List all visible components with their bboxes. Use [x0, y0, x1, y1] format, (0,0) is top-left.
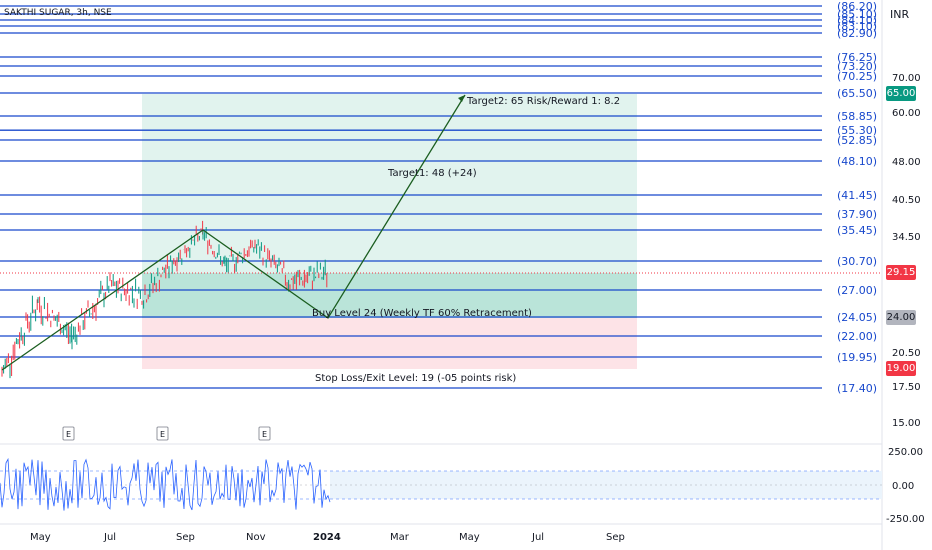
open-profit-zone: [142, 273, 637, 318]
pattern-arrowhead: [458, 95, 465, 102]
target1-label: Target1: 48 (+24): [387, 168, 477, 179]
price-tick: 70.00: [892, 73, 921, 84]
earnings-marker-icon[interactable]: [62, 426, 75, 441]
candle-series: [1, 220, 328, 379]
oscillator-series: [0, 457, 331, 511]
level-line-label: (70.25): [837, 70, 877, 83]
time-tick: 2024: [313, 532, 341, 543]
target-price-tag: 65.00: [886, 86, 916, 101]
oscillator-tick: 0.00: [892, 481, 914, 492]
level-line-label: (35.45): [837, 224, 877, 237]
level-line-label: (55.30): [837, 124, 877, 137]
level-line-label: (58.85): [837, 110, 877, 123]
time-tick: Jul: [531, 532, 544, 543]
price-tick: 17.50: [892, 382, 921, 393]
level-line-label: (86.20): [837, 0, 877, 13]
price-tick: 48.00: [892, 157, 921, 168]
level-line-label: (22.00): [837, 330, 877, 343]
earnings-marker-label: E: [262, 430, 267, 439]
time-tick: Mar: [390, 532, 410, 543]
buy-level-label: Buy Level 24 (Weekly TF 60% Retracement): [312, 308, 532, 319]
level-lines: (86.20)(85.10)(84.10)(83.10)(82.90) (76.2…: [0, 0, 877, 395]
level-line-label: (37.90): [837, 208, 877, 221]
time-tick: Jul: [103, 532, 116, 543]
pattern-path[interactable]: [1, 94, 466, 371]
level-line-label: (82.90): [837, 27, 877, 40]
level-line-label: (41.45): [837, 189, 877, 202]
oscillator-tick: -250.00: [886, 514, 925, 525]
level-line-label: (17.40): [837, 382, 877, 395]
level-line-label: (84.10): [837, 14, 877, 27]
time-tick: Sep: [176, 532, 195, 543]
price-tick: 20.50: [892, 348, 921, 359]
oscillator-tick: 250.00: [888, 447, 923, 458]
price-tick: 34.50: [892, 232, 921, 243]
time-tick: Nov: [246, 532, 266, 543]
time-tick: Sep: [606, 532, 625, 543]
loss-zone[interactable]: [142, 318, 637, 369]
level-line-label: (27.00): [837, 284, 877, 297]
level-line-label: (30.70): [837, 255, 877, 268]
last-price-tag: 29.15: [886, 265, 916, 280]
time-tick: May: [30, 532, 51, 543]
level-line-label: (48.10): [837, 155, 877, 168]
level-line-label: (73.20): [837, 60, 877, 73]
target2-label: Target2: 65 Risk/Reward 1: 8.2: [466, 96, 620, 107]
level-line-label: (76.25): [837, 51, 877, 64]
level-line-label: (65.50): [837, 87, 877, 100]
earnings-marker-icon[interactable]: [258, 426, 271, 441]
level-line-label: (24.05): [837, 311, 877, 324]
time-tick: May: [459, 532, 480, 543]
price-tick: 40.50: [892, 195, 921, 206]
price-tick: 15.00: [892, 418, 921, 429]
level-line-label: (19.95): [837, 351, 877, 364]
symbol-title[interactable]: SAKTHI SUGAR, 3h, NSE: [4, 8, 112, 18]
stop-price-tag: 19.00: [886, 361, 916, 376]
earnings-marker-label: E: [160, 430, 165, 439]
earnings-marker-label: E: [66, 430, 71, 439]
currency-label[interactable]: INR: [890, 8, 910, 21]
earnings-marker-icon[interactable]: [156, 426, 169, 441]
level-line-label: (52.85): [837, 134, 877, 147]
level-line-label: (83.10): [837, 20, 877, 33]
level-line-label: (85.10): [837, 8, 877, 21]
stop-loss-label: Stop Loss/Exit Level: 19 (-05 points ris…: [315, 373, 516, 384]
entry-price-tag: 24.00: [886, 310, 916, 325]
price-tick: 60.00: [892, 108, 921, 119]
